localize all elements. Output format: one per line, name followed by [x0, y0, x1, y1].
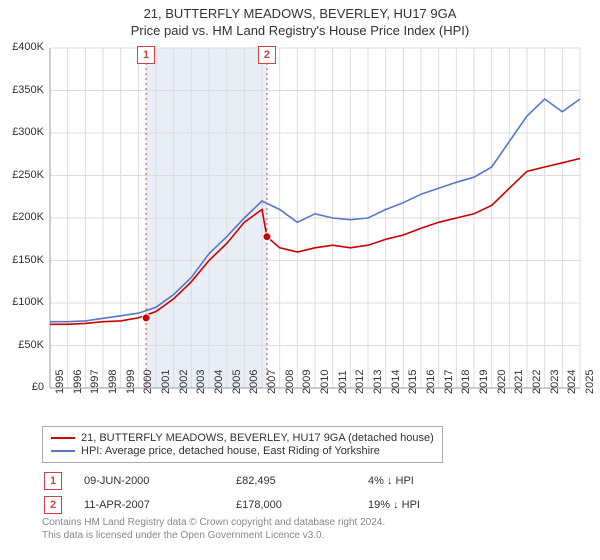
x-tick-label: 1995 [54, 370, 66, 394]
event-price: £178,000 [226, 494, 356, 516]
event-date: 09-JUN-2000 [74, 470, 224, 492]
x-tick-label: 1998 [107, 370, 119, 394]
x-tick-label: 2013 [372, 370, 384, 394]
footnote-line1: Contains HM Land Registry data © Crown c… [42, 516, 385, 529]
legend-label-property: 21, BUTTERFLY MEADOWS, BEVERLEY, HU17 9G… [81, 432, 434, 444]
x-tick-label: 2001 [160, 370, 172, 394]
y-tick-label: £400K [0, 41, 44, 53]
y-tick-label: £300K [0, 126, 44, 138]
x-tick-label: 2014 [390, 370, 402, 394]
x-tick-label: 2022 [531, 370, 543, 394]
x-tick-label: 2007 [266, 370, 278, 394]
legend-box: 21, BUTTERFLY MEADOWS, BEVERLEY, HU17 9G… [42, 426, 443, 463]
legend-row-hpi: HPI: Average price, detached house, East… [51, 445, 434, 457]
event-delta: 19% ↓ HPI [358, 494, 430, 516]
legend-swatch-hpi [51, 450, 75, 452]
x-tick-label: 2011 [337, 370, 349, 394]
legend-row-property: 21, BUTTERFLY MEADOWS, BEVERLEY, HU17 9G… [51, 432, 434, 444]
title-line1: 21, BUTTERFLY MEADOWS, BEVERLEY, HU17 9G… [0, 6, 600, 21]
x-tick-label: 2023 [549, 370, 561, 394]
event-badge-1: 1 [137, 46, 155, 64]
event-badge-2: 2 [258, 46, 276, 64]
x-tick-label: 2020 [496, 370, 508, 394]
y-tick-label: £150K [0, 254, 44, 266]
x-tick-label: 2006 [248, 370, 260, 394]
y-tick-label: £200K [0, 211, 44, 223]
footnote: Contains HM Land Registry data © Crown c… [42, 516, 385, 542]
y-tick-label: £250K [0, 169, 44, 181]
x-tick-label: 2005 [231, 370, 243, 394]
y-tick-label: £350K [0, 84, 44, 96]
x-tick-label: 2015 [407, 370, 419, 394]
event-delta: 4% ↓ HPI [358, 470, 430, 492]
title-block: 21, BUTTERFLY MEADOWS, BEVERLEY, HU17 9G… [0, 0, 600, 38]
chart-container: 21, BUTTERFLY MEADOWS, BEVERLEY, HU17 9G… [0, 0, 600, 560]
x-tick-label: 2004 [213, 370, 225, 394]
x-tick-label: 2021 [513, 370, 525, 394]
x-tick-label: 2003 [195, 370, 207, 394]
x-tick-label: 2019 [478, 370, 490, 394]
event-row: 2 11-APR-2007£178,00019% ↓ HPI [34, 494, 430, 516]
x-tick-label: 2017 [443, 370, 455, 394]
footnote-line2: This data is licensed under the Open Gov… [42, 529, 385, 542]
events-table: 1 09-JUN-2000£82,4954% ↓ HPI 2 11-APR-2007£… [32, 468, 432, 518]
plot-area [50, 48, 580, 388]
event-date: 11-APR-2007 [74, 494, 224, 516]
y-tick-label: £0 [0, 381, 44, 393]
x-tick-label: 2024 [566, 370, 578, 394]
legend-label-hpi: HPI: Average price, detached house, East… [81, 445, 380, 457]
event-price: £82,495 [226, 470, 356, 492]
x-tick-label: 1996 [72, 370, 84, 394]
y-tick-label: £100K [0, 296, 44, 308]
x-tick-label: 2010 [319, 370, 331, 394]
x-tick-label: 2016 [425, 370, 437, 394]
event-row-badge: 2 [44, 496, 62, 514]
x-tick-label: 2018 [460, 370, 472, 394]
x-tick-label: 2009 [301, 370, 313, 394]
x-tick-label: 1999 [125, 370, 137, 394]
legend-swatch-property [51, 437, 75, 439]
title-line2: Price paid vs. HM Land Registry's House … [0, 23, 600, 38]
event-row-badge: 1 [44, 472, 62, 490]
x-tick-label: 1997 [89, 370, 101, 394]
x-tick-label: 2008 [284, 370, 296, 394]
x-tick-label: 2000 [142, 370, 154, 394]
x-tick-label: 2012 [354, 370, 366, 394]
event-row: 1 09-JUN-2000£82,4954% ↓ HPI [34, 470, 430, 492]
x-tick-label: 2025 [584, 370, 596, 394]
y-tick-label: £50K [0, 339, 44, 351]
x-tick-label: 2002 [178, 370, 190, 394]
